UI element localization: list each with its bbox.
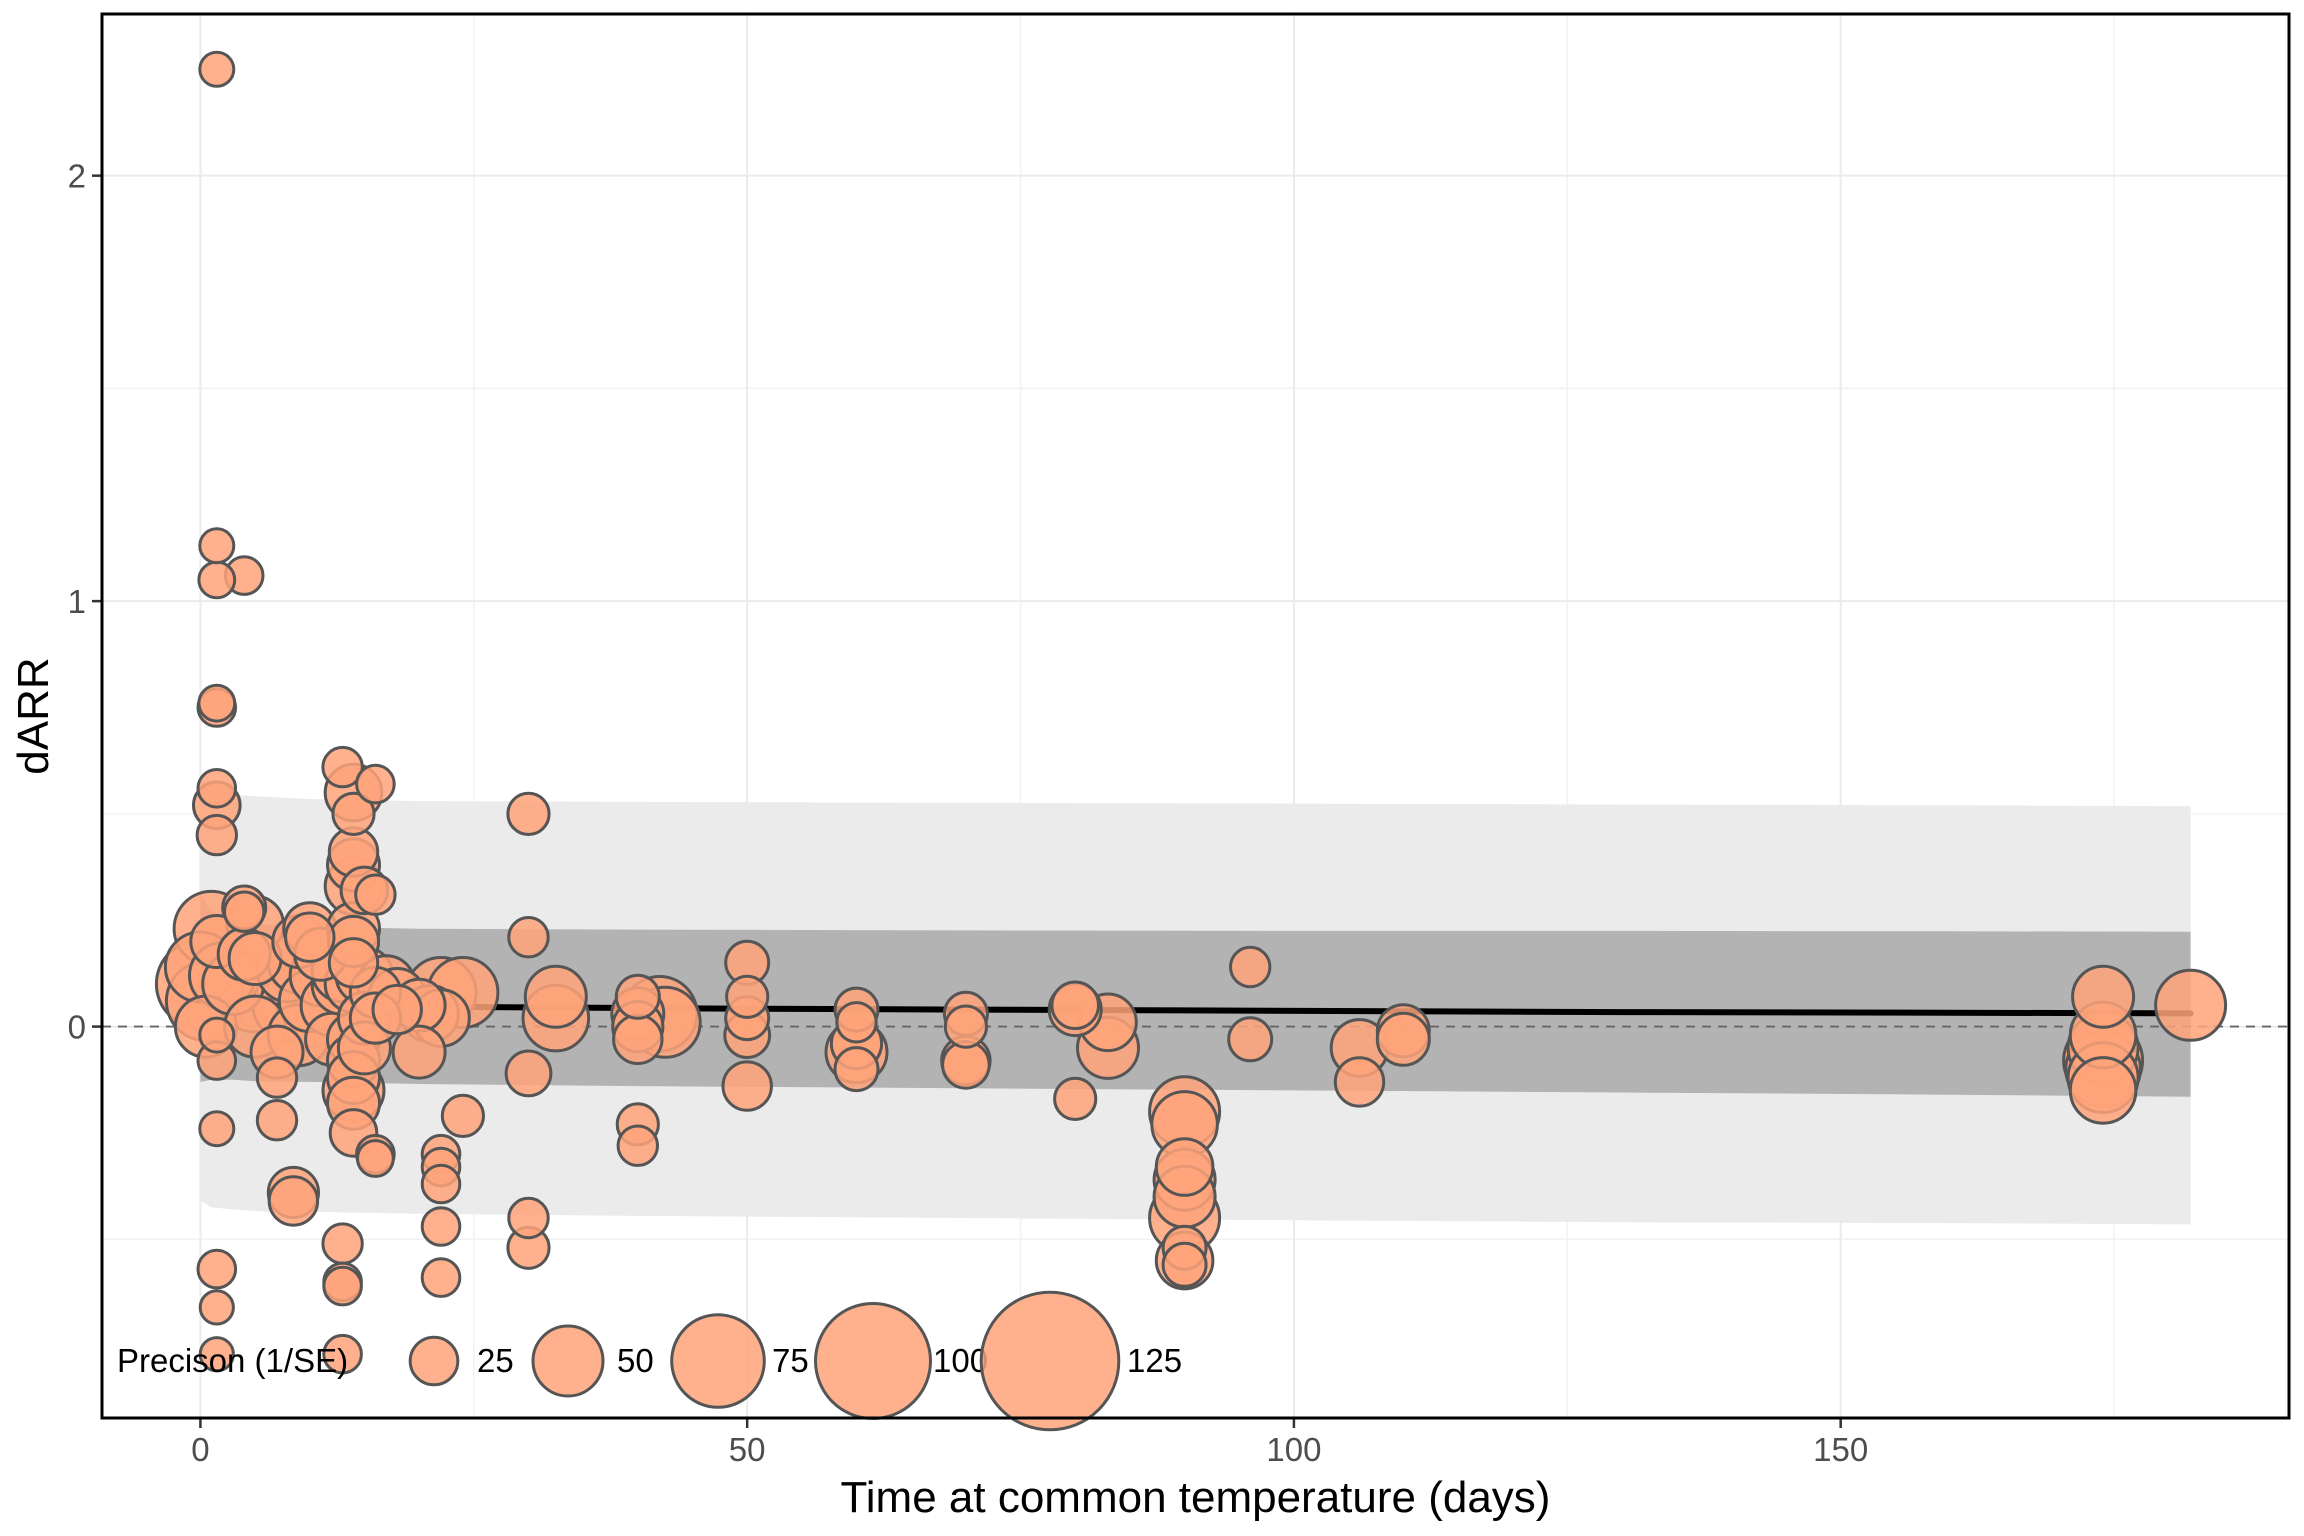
data-point bbox=[198, 50, 236, 88]
data-point bbox=[1161, 1241, 1208, 1288]
y-tick-label: 1 bbox=[68, 583, 86, 620]
data-point bbox=[612, 1013, 664, 1066]
data-point bbox=[354, 873, 397, 916]
data-points bbox=[154, 50, 2228, 1375]
x-tick-label: 50 bbox=[729, 1431, 766, 1468]
data-point bbox=[721, 1060, 773, 1112]
legend-key-circle bbox=[814, 1302, 932, 1420]
legend-entry-label: 50 bbox=[617, 1342, 654, 1379]
y-axis-ticks: 0 1 2 bbox=[68, 158, 102, 1046]
x-axis-ticks: 0 50 100 150 bbox=[191, 1418, 1868, 1468]
data-point bbox=[1333, 1056, 1386, 1108]
data-point bbox=[327, 937, 380, 989]
legend-key-circle bbox=[531, 1324, 605, 1398]
legend-entries: 25 50 75 100 125 bbox=[408, 1290, 1182, 1432]
data-point bbox=[833, 1046, 880, 1093]
legend-entry-label: 75 bbox=[772, 1342, 809, 1379]
data-point bbox=[440, 1093, 485, 1139]
legend-entry-label: 100 bbox=[933, 1342, 988, 1379]
data-point bbox=[331, 791, 376, 837]
data-point bbox=[267, 1175, 320, 1227]
data-point bbox=[523, 964, 588, 1029]
data-point bbox=[195, 813, 239, 857]
data-point bbox=[198, 1289, 235, 1326]
data-point bbox=[1229, 945, 1272, 989]
legend-entry-label: 125 bbox=[1127, 1342, 1182, 1379]
y-axis-title: dARR bbox=[9, 657, 58, 774]
data-point bbox=[197, 683, 237, 723]
x-axis-title: Time at common temperature (days) bbox=[841, 1473, 1551, 1522]
legend-key-circle bbox=[670, 1313, 766, 1409]
data-point bbox=[371, 983, 423, 1036]
data-point bbox=[725, 974, 770, 1019]
data-point bbox=[355, 763, 396, 805]
data-point bbox=[504, 1049, 553, 1098]
legend-key-circle bbox=[408, 1335, 460, 1387]
data-point bbox=[391, 1024, 447, 1080]
data-point bbox=[2071, 964, 2136, 1029]
data-point bbox=[356, 1139, 395, 1178]
data-point bbox=[420, 1163, 462, 1205]
data-point bbox=[284, 911, 336, 963]
data-point bbox=[614, 973, 661, 1020]
data-point bbox=[255, 1099, 299, 1142]
legend: Precison (1/SE) 25 50 75 100 125 bbox=[117, 1290, 1182, 1432]
data-point bbox=[507, 916, 550, 959]
data-point bbox=[1227, 1016, 1274, 1063]
y-tick-label: 0 bbox=[68, 1009, 86, 1046]
data-point bbox=[2068, 1056, 2138, 1125]
data-point bbox=[198, 1016, 236, 1054]
data-point bbox=[198, 1336, 235, 1373]
data-point bbox=[198, 1110, 236, 1148]
data-point bbox=[506, 791, 551, 837]
data-point bbox=[616, 1124, 659, 1167]
data-point bbox=[322, 1265, 363, 1307]
data-point bbox=[1154, 1137, 1215, 1197]
data-point bbox=[255, 1056, 299, 1099]
confidence-band bbox=[200, 894, 2191, 1097]
data-point bbox=[197, 560, 237, 600]
data-point bbox=[1050, 980, 1100, 1031]
data-point bbox=[321, 745, 364, 789]
legend-key-circle bbox=[979, 1290, 1121, 1432]
x-tick-label: 150 bbox=[1813, 1431, 1868, 1468]
confidence-bands bbox=[200, 775, 2191, 1225]
data-point bbox=[198, 527, 236, 565]
data-point bbox=[943, 1004, 989, 1049]
x-tick-label: 0 bbox=[191, 1431, 209, 1468]
axes: 0 50 100 150 0 1 2 Time at common temperature… bbox=[9, 158, 1868, 1522]
legend-title: Precison (1/SE) bbox=[117, 1342, 348, 1379]
data-point bbox=[507, 1196, 550, 1240]
y-tick-label: 2 bbox=[68, 158, 86, 195]
panel-border bbox=[100, 12, 2291, 1420]
data-point bbox=[420, 1206, 462, 1247]
data-point bbox=[322, 1333, 363, 1375]
data-point bbox=[321, 1222, 364, 1265]
data-point bbox=[2154, 968, 2228, 1042]
data-point bbox=[420, 1257, 462, 1298]
data-point bbox=[1053, 1076, 1098, 1122]
x-tick-label: 100 bbox=[1266, 1431, 1321, 1468]
data-point bbox=[196, 768, 238, 809]
data-point bbox=[1375, 1011, 1431, 1067]
data-point bbox=[196, 1248, 238, 1290]
data-point bbox=[223, 890, 266, 933]
legend-entry-label: 25 bbox=[477, 1342, 514, 1379]
data-point bbox=[835, 1001, 878, 1044]
